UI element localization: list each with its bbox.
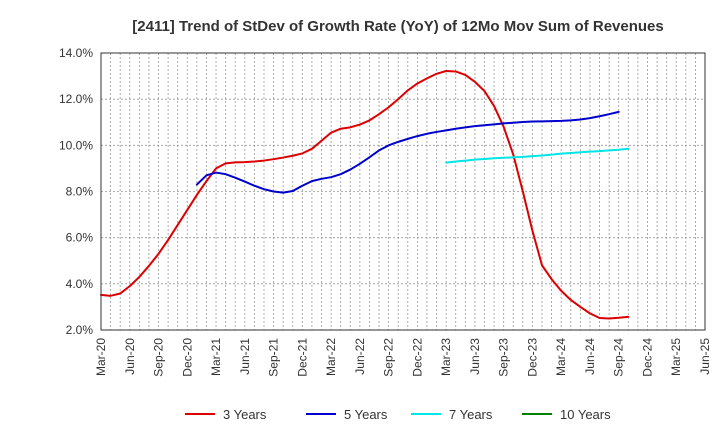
- x-tick-label: Dec-23: [525, 338, 539, 377]
- x-tick-label: Dec-21: [295, 338, 309, 377]
- x-tick-label: Jun-25: [698, 338, 712, 375]
- x-tick-label: Mar-22: [324, 338, 338, 376]
- x-tick-label: Mar-21: [209, 338, 223, 376]
- chart-title: [2411] Trend of StDev of Growth Rate (Yo…: [132, 18, 663, 35]
- y-tick-label: 14.0%: [59, 46, 93, 60]
- x-tick-label: Jun-23: [468, 338, 482, 375]
- x-tick-label: Sep-22: [382, 338, 396, 377]
- x-tick-label: Sep-20: [152, 338, 166, 377]
- series-line-7-years: [445, 147, 630, 164]
- x-tick-label: Jun-22: [353, 338, 367, 375]
- x-tick-label: Mar-25: [669, 338, 683, 376]
- x-tick-label: Mar-20: [94, 338, 108, 376]
- legend-label: 10 Years: [560, 407, 611, 422]
- x-tick-label: Jun-24: [583, 338, 597, 375]
- x-tick-label: Sep-21: [267, 338, 281, 377]
- y-tick-label: 6.0%: [66, 231, 94, 245]
- legend-label: 3 Years: [223, 407, 267, 422]
- legend-label: 5 Years: [344, 407, 388, 422]
- legend: 3 Years 5 Years 7 Years 10 Years: [185, 407, 611, 422]
- y-tick-label: 4.0%: [66, 277, 94, 291]
- y-tick-label: 12.0%: [59, 92, 93, 106]
- x-tick-label: Mar-23: [439, 338, 453, 376]
- x-tick-label: Jun-21: [238, 338, 252, 375]
- x-tick-label: Dec-22: [410, 338, 424, 377]
- x-axis: Mar-20 Jun-20 Sep-20 Dec-20 Mar-21 Jun-21 Sep-…: [94, 338, 712, 377]
- series-line-5-years: [195, 110, 620, 194]
- y-tick-label: 2.0%: [66, 323, 94, 337]
- x-tick-label: Mar-24: [554, 338, 568, 376]
- series-line-3-years: [100, 70, 630, 320]
- y-tick-label: 8.0%: [66, 185, 94, 199]
- x-tick-label: Dec-20: [180, 338, 194, 377]
- x-tick-label: Jun-20: [123, 338, 137, 375]
- x-tick-label: Sep-23: [497, 338, 511, 377]
- x-tick-label: Sep-24: [612, 338, 626, 377]
- y-tick-label: 10.0%: [59, 138, 93, 152]
- series-layer: [100, 70, 630, 320]
- plot-border: [100, 52, 706, 331]
- y-axis: 2.0% 4.0% 6.0% 8.0% 10.0% 12.0% 14.0%: [59, 46, 93, 337]
- grid: [101, 53, 705, 330]
- legend-label: 7 Years: [449, 407, 493, 422]
- x-tick-label: Dec-24: [640, 338, 654, 377]
